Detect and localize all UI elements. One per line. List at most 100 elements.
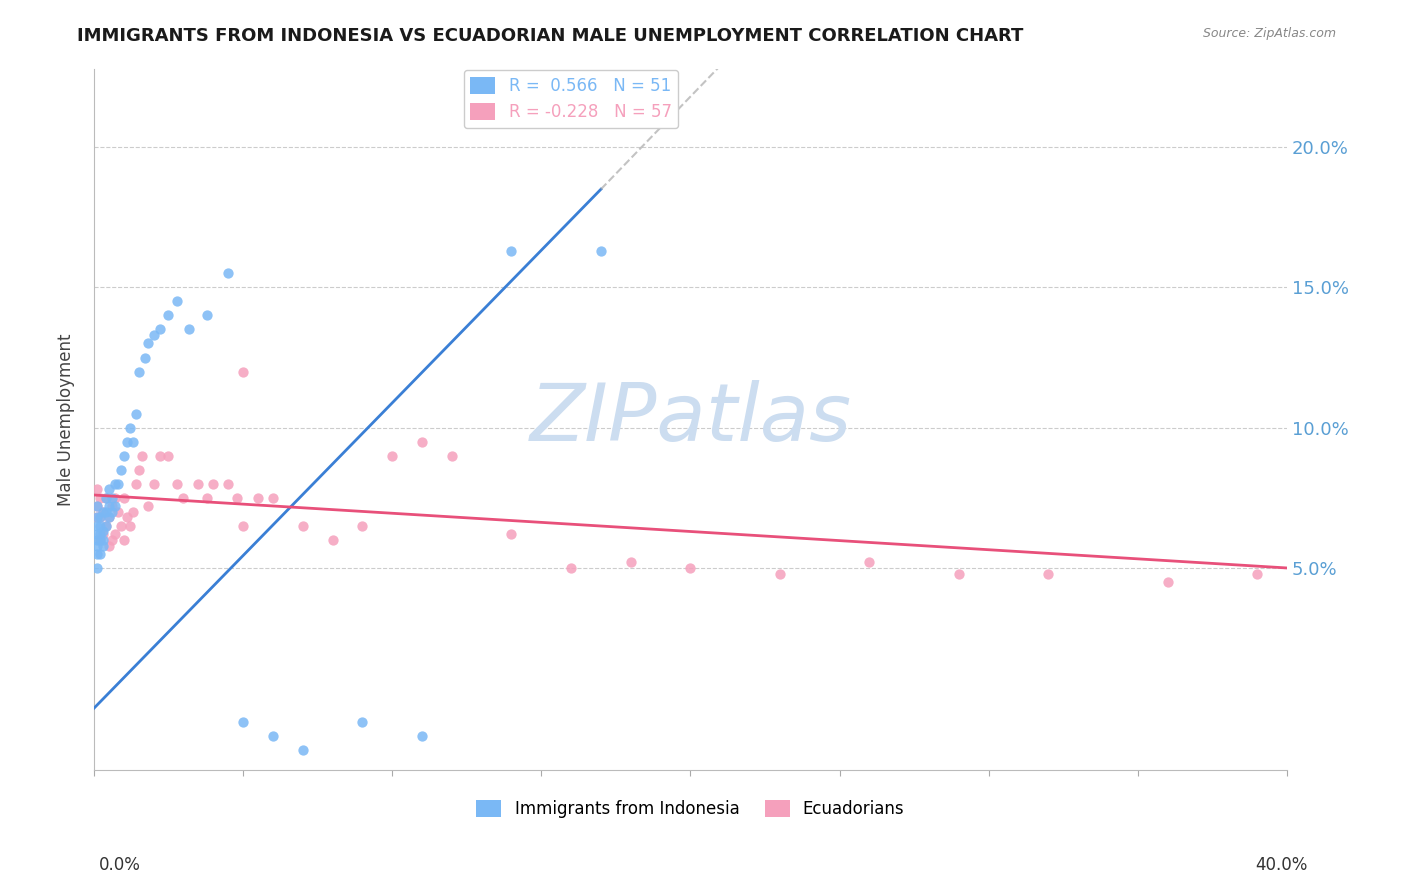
Point: [202, 476, 225, 491]
Text: 0.0%: 0.0%: [98, 856, 141, 874]
Point: [91, 524, 114, 539]
Point: [86, 539, 108, 553]
Point: [89, 519, 111, 533]
Point: [232, 365, 254, 379]
Point: [101, 500, 124, 514]
Point: [86, 533, 108, 547]
Point: [352, 715, 374, 730]
Point: [501, 527, 523, 541]
Point: [101, 491, 124, 505]
Point: [679, 561, 702, 575]
Point: [195, 309, 218, 323]
Text: ZIPatlas: ZIPatlas: [530, 380, 852, 458]
Point: [217, 266, 239, 280]
Point: [94, 505, 117, 519]
Point: [134, 351, 156, 365]
Point: [94, 519, 117, 533]
Point: [91, 527, 114, 541]
Point: [118, 519, 141, 533]
Point: [125, 407, 148, 421]
Point: [172, 491, 194, 505]
Point: [97, 510, 120, 524]
Point: [89, 533, 111, 547]
Point: [94, 491, 117, 505]
Point: [291, 743, 314, 757]
Point: [112, 449, 135, 463]
Point: [217, 476, 239, 491]
Point: [94, 491, 117, 505]
Point: [226, 491, 249, 505]
Point: [411, 729, 433, 743]
Point: [91, 533, 114, 547]
Point: [121, 434, 143, 449]
Point: [246, 491, 269, 505]
Point: [148, 322, 170, 336]
Point: [89, 510, 111, 524]
Point: [101, 505, 124, 519]
Point: [89, 527, 111, 541]
Point: [166, 294, 188, 309]
Point: [1246, 566, 1268, 581]
Point: [157, 449, 180, 463]
Point: [136, 336, 159, 351]
Point: [97, 500, 120, 514]
Point: [381, 449, 404, 463]
Point: [352, 519, 374, 533]
Point: [1156, 574, 1178, 589]
Point: [89, 491, 111, 505]
Point: [86, 519, 108, 533]
Point: [948, 566, 970, 581]
Point: [589, 244, 612, 258]
Point: [94, 519, 117, 533]
Point: [104, 500, 127, 514]
Point: [1038, 566, 1060, 581]
Point: [136, 500, 159, 514]
Point: [107, 476, 129, 491]
Point: [166, 476, 188, 491]
Point: [112, 533, 135, 547]
Point: [91, 539, 114, 553]
Y-axis label: Male Unemployment: Male Unemployment: [58, 333, 75, 506]
Text: 40.0%: 40.0%: [1256, 856, 1308, 874]
Point: [107, 505, 129, 519]
Point: [86, 527, 108, 541]
Point: [560, 561, 582, 575]
Point: [86, 510, 108, 524]
Point: [97, 483, 120, 497]
Point: [128, 463, 150, 477]
Point: [148, 449, 170, 463]
Point: [101, 533, 124, 547]
Point: [89, 547, 111, 561]
Point: [110, 463, 132, 477]
Legend: Immigrants from Indonesia, Ecuadorians: Immigrants from Indonesia, Ecuadorians: [470, 793, 911, 825]
Point: [769, 566, 792, 581]
Point: [97, 510, 120, 524]
Point: [104, 527, 127, 541]
Point: [291, 519, 314, 533]
Text: IMMIGRANTS FROM INDONESIA VS ECUADORIAN MALE UNEMPLOYMENT CORRELATION CHART: IMMIGRANTS FROM INDONESIA VS ECUADORIAN …: [77, 27, 1024, 45]
Point: [411, 434, 433, 449]
Point: [86, 510, 108, 524]
Point: [104, 491, 127, 505]
Point: [142, 476, 165, 491]
Point: [104, 476, 127, 491]
Point: [112, 491, 135, 505]
Point: [157, 309, 180, 323]
Point: [128, 365, 150, 379]
Point: [86, 547, 108, 561]
Point: [115, 434, 138, 449]
Point: [322, 533, 344, 547]
Point: [115, 510, 138, 524]
Point: [142, 328, 165, 343]
Point: [262, 729, 284, 743]
Point: [86, 483, 108, 497]
Point: [195, 491, 218, 505]
Point: [858, 555, 880, 569]
Point: [121, 505, 143, 519]
Point: [86, 500, 108, 514]
Point: [125, 476, 148, 491]
Point: [86, 500, 108, 514]
Point: [118, 420, 141, 434]
Point: [501, 244, 523, 258]
Point: [91, 505, 114, 519]
